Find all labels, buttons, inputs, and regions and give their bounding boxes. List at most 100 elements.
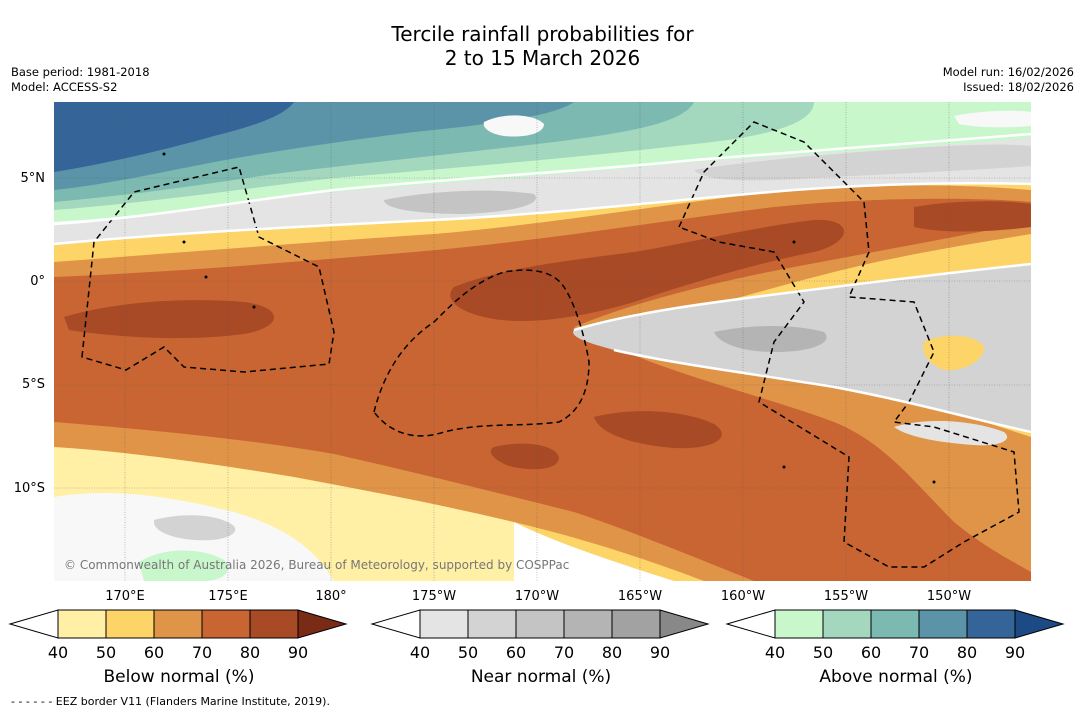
region-brown-center <box>450 219 844 322</box>
legend-above-normal: 40 50 60 70 80 90 <box>725 609 1065 662</box>
issued-date: Issued: 18/02/2026 <box>963 80 1074 94</box>
meta-right: Model run: 16/02/2026 Issued: 18/02/2026 <box>943 65 1074 95</box>
region-white-north-east <box>954 110 1031 128</box>
legend-near-swatch <box>611 609 661 639</box>
region-grey-north-east <box>694 144 1031 181</box>
legend-near-tick-label: 80 <box>602 643 622 662</box>
legend-near-tick-label: 60 <box>506 643 526 662</box>
legend-above-swatch <box>870 609 920 639</box>
region-grey-southeast <box>894 420 1008 446</box>
contour-highlights <box>54 132 1031 434</box>
contour-east-grey <box>573 262 1031 332</box>
copyright-note: © Commonwealth of Australia 2026, Bureau… <box>64 558 570 572</box>
lon-label-155w: 155°W <box>823 589 869 604</box>
legend-below-swatch <box>57 609 107 639</box>
lat-label-10s: 10°S <box>13 481 45 496</box>
legend-above-max-triangle <box>1014 609 1065 639</box>
legend-below-tick-label: 70 <box>192 643 212 662</box>
legend-below-max-triangle <box>297 609 348 639</box>
lon-label-160w: 160°W <box>720 589 766 604</box>
legend-above-swatch <box>918 609 968 639</box>
meta-left: Base period: 1981-2018 Model: ACCESS-S2 <box>11 65 150 95</box>
model-name: Model: ACCESS-S2 <box>11 80 118 94</box>
probability-field <box>54 102 1031 581</box>
lon-label-175w: 175°W <box>411 589 457 604</box>
region-grey-east-dark <box>714 326 827 352</box>
legend-near-swatch <box>419 609 469 639</box>
colorbar-legends: 40 50 60 70 80 90 40 50 60 70 80 90 40 50 60 70 80 90 <box>8 609 1065 662</box>
legend-above-tick-label: 40 <box>765 643 785 662</box>
island-2 <box>182 240 186 244</box>
lat-label-5n: 5°N <box>20 171 46 186</box>
lon-label-180: 180° <box>315 589 347 604</box>
graticule <box>54 102 1031 581</box>
islands <box>162 152 936 484</box>
title-line-2: 2 to 15 March 2026 <box>444 46 641 70</box>
island-1 <box>162 152 166 156</box>
eez-note: - - - - - - EEZ border V11 (Flanders Mar… <box>11 695 330 708</box>
island-4 <box>252 305 256 309</box>
legend-near-min-triangle <box>370 609 421 639</box>
lat-label-5s: 5°S <box>21 377 45 392</box>
legend-below-tick-label: 90 <box>288 643 308 662</box>
region-darkorange-core <box>54 198 1031 581</box>
legend-near-tick-label: 40 <box>410 643 430 662</box>
region-grey-southwest <box>153 515 236 541</box>
legend-near-normal: 40 50 60 70 80 90 <box>370 609 710 662</box>
island-6 <box>782 465 786 469</box>
island-7 <box>932 480 936 484</box>
region-green-southwest <box>139 550 228 581</box>
lon-label-165w: 165°W <box>617 589 663 604</box>
legend-near-tick-label: 90 <box>650 643 670 662</box>
legend-above-tick-label: 80 <box>957 643 977 662</box>
region-blue2-north <box>54 102 294 172</box>
region-brown-east <box>914 201 1031 232</box>
legend-near-max-triangle <box>659 609 710 639</box>
legend-below-swatch <box>153 609 203 639</box>
region-brown-west <box>64 300 274 339</box>
legend-near-tick-label: 70 <box>554 643 574 662</box>
legend-near-swatch <box>467 609 517 639</box>
legend-above-min-triangle <box>725 609 776 639</box>
eez-borders <box>81 121 1020 568</box>
lon-label-170e: 170°E <box>105 589 145 604</box>
base-period: Base period: 1981-2018 <box>11 65 150 79</box>
legend-above-tick-label: 50 <box>813 643 833 662</box>
island-3 <box>204 275 208 279</box>
title-line-1: Tercile rainfall probabilities for <box>391 22 694 46</box>
legend-above-tick-label: 60 <box>861 643 881 662</box>
legend-above-swatch <box>966 609 1016 639</box>
region-brown-south-2 <box>490 443 559 470</box>
legend-above-tick-label: 90 <box>1005 643 1025 662</box>
legend-below-tick-label: 40 <box>48 643 68 662</box>
legend-near-swatch <box>563 609 613 639</box>
legend-below-tick-label: 80 <box>240 643 260 662</box>
lon-label-150w: 150°W <box>926 589 972 604</box>
region-grey-north-mid <box>384 190 536 214</box>
legend-above-swatch <box>774 609 824 639</box>
region-yellow-east-island <box>923 335 985 371</box>
contour-east-south <box>613 348 1031 434</box>
legend-below-min-triangle <box>8 609 59 639</box>
legend-above-tick-label: 70 <box>909 643 929 662</box>
map-title: Tercile rainfall probabilities for 2 to … <box>0 22 1085 70</box>
region-white-north-island <box>483 115 544 137</box>
contour-north-orange <box>54 182 1031 246</box>
lon-label-170w: 170°W <box>514 589 560 604</box>
legend-above-swatch <box>822 609 872 639</box>
legend-near-swatch <box>515 609 565 639</box>
contour-north-grey <box>54 132 1031 226</box>
legend-title-below: Below normal (%) <box>103 667 255 687</box>
legend-below-tick-label: 60 <box>144 643 164 662</box>
lon-label-175e: 175°E <box>208 589 248 604</box>
lat-label-0: 0° <box>30 274 45 289</box>
region-brown-south <box>594 411 722 449</box>
eez-phoenix <box>373 269 590 437</box>
legend-title-near: Near normal (%) <box>470 667 612 687</box>
legend-below-normal: 40 50 60 70 80 90 <box>8 609 348 662</box>
eez-kiribati-gilberts <box>81 166 335 373</box>
legend-below-swatch <box>201 609 251 639</box>
rainfall-map <box>54 102 1031 581</box>
legend-below-tick-label: 50 <box>96 643 116 662</box>
legend-below-swatch <box>105 609 155 639</box>
